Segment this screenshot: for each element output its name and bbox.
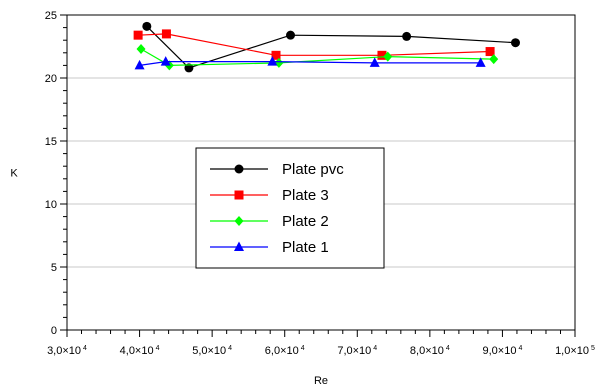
data-point <box>377 50 387 60</box>
x-tick-mantissa: 8,0×10 <box>410 345 444 357</box>
data-point <box>485 47 495 57</box>
data-point <box>271 50 281 60</box>
legend-item: Plate 1 <box>210 239 329 256</box>
data-point <box>267 56 278 66</box>
legend: Plate pvc Plate 3 Plate 2 Plate 1 <box>195 147 385 269</box>
x-tick-mantissa: 9,0×10 <box>482 345 516 357</box>
x-tick-exponent: 4 <box>301 345 305 352</box>
data-point <box>184 63 194 73</box>
y-tick-label: 0 <box>51 325 57 337</box>
x-tick-label: 9,0×10 4 <box>482 345 522 357</box>
x-tick-label: 5,0×10 4 <box>192 345 232 357</box>
data-point <box>383 51 393 62</box>
data-point <box>402 31 412 41</box>
x-tick-exponent: 4 <box>373 345 377 352</box>
series-1 <box>142 21 520 73</box>
x-tick-mantissa: 5,0×10 <box>192 345 226 357</box>
x-tick-mantissa: 7,0×10 <box>337 345 371 357</box>
y-tick-label: 20 <box>45 73 57 85</box>
data-point <box>160 56 171 66</box>
data-point <box>369 57 380 67</box>
legend-item: Plate pvc <box>210 161 344 178</box>
series-2 <box>133 29 495 60</box>
series-3 <box>136 44 499 71</box>
y-axis-title: K <box>10 168 18 180</box>
x-tick-label: 8,0×10 4 <box>410 345 450 357</box>
legend-label: Plate 3 <box>282 187 329 204</box>
legend-marker <box>234 190 244 200</box>
y-tick-label: 25 <box>45 10 57 22</box>
data-point <box>161 29 171 39</box>
legend-box <box>195 147 385 269</box>
x-tick-exponent: 4 <box>156 345 160 352</box>
plot-area <box>66 14 576 331</box>
x-tick-exponent: 4 <box>518 345 522 352</box>
x-tick-label: 1,0×10 5 <box>555 345 595 357</box>
x-tick-mantissa: 3,0×10 <box>47 345 81 357</box>
x-axis-title: Re <box>314 375 328 387</box>
x-tick-mantissa: 6,0×10 <box>265 345 299 357</box>
series-line <box>138 33 491 56</box>
y-tick-label: 15 <box>45 136 57 148</box>
x-tick-label: 3,0×10 4 <box>47 345 87 357</box>
x-tick-exponent: 4 <box>228 345 232 352</box>
data-point <box>134 59 145 70</box>
x-tick-label: 6,0×10 4 <box>265 345 305 357</box>
x-tick-exponent: 4 <box>83 345 87 352</box>
legend-item: Plate 2 <box>210 213 329 230</box>
data-point <box>475 57 486 67</box>
x-tick-mantissa: 4,0×10 <box>120 345 154 357</box>
y-tick-label: 10 <box>45 199 57 211</box>
legend-label: Plate 1 <box>282 239 329 256</box>
series <box>133 21 520 73</box>
legend-marker <box>234 164 244 174</box>
x-tick-exponent: 4 <box>446 345 450 352</box>
legend-marker <box>234 216 244 226</box>
legend-item: Plate 3 <box>210 187 329 204</box>
series-4 <box>134 56 486 70</box>
data-point <box>142 21 152 31</box>
data-point <box>133 30 143 40</box>
x-tick-label: 4,0×10 4 <box>120 345 160 357</box>
data-point <box>510 38 520 48</box>
x-tick-label: 7,0×10 4 <box>337 345 377 357</box>
data-point <box>136 44 146 55</box>
x-tick-exponent: 5 <box>591 345 595 352</box>
x-tick-mantissa: 1,0×10 <box>555 345 589 357</box>
legend-label: Plate 2 <box>282 213 329 230</box>
legend-marker <box>234 241 244 251</box>
legend-label: Plate pvc <box>282 161 344 178</box>
y-tick-label: 5 <box>51 262 57 274</box>
data-point <box>286 30 296 40</box>
data-point <box>489 54 499 65</box>
